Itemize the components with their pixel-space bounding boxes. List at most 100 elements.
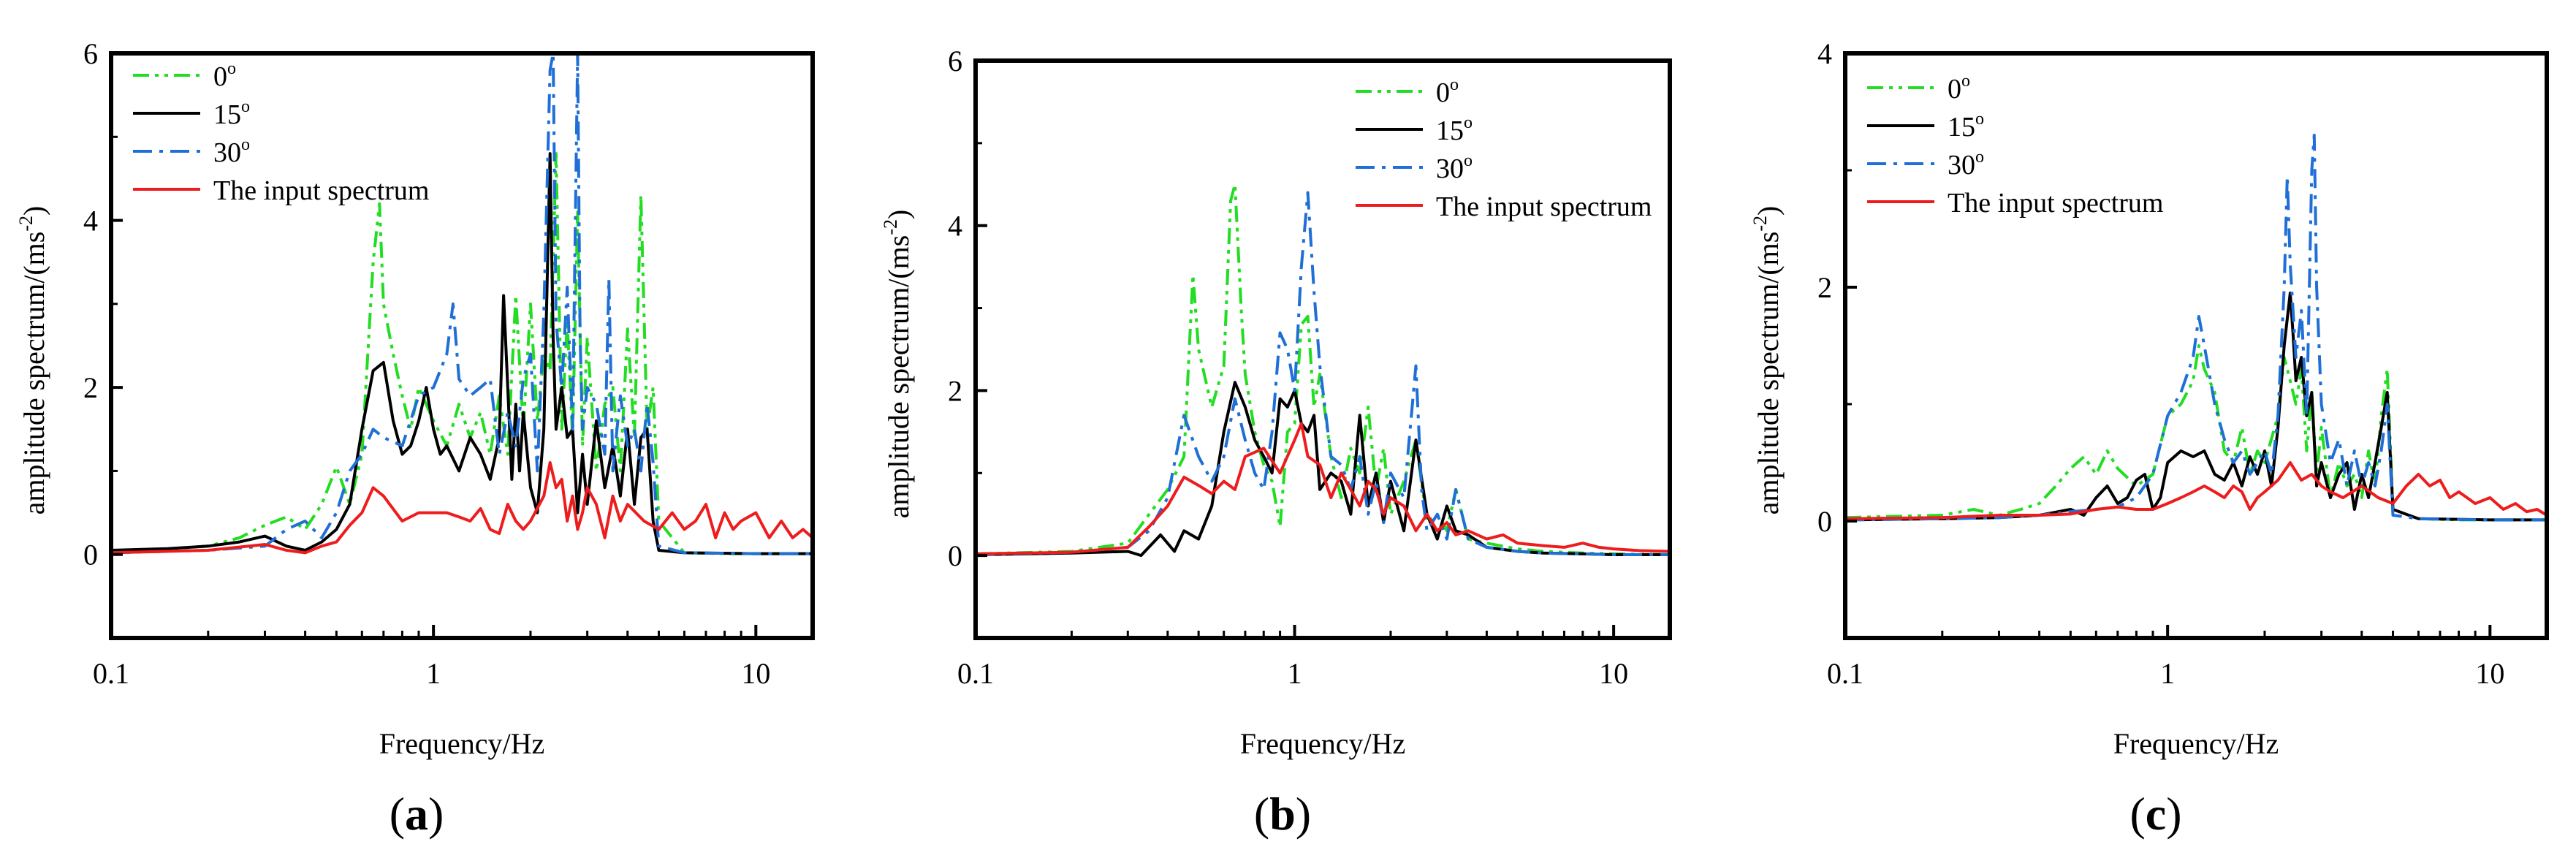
legend-label-text: 15 (1436, 115, 1464, 146)
legend-label-1: 0o (1948, 72, 1970, 105)
y-tick-label: 4 (83, 205, 98, 238)
panel-label-open: ( (390, 788, 405, 840)
legend-label-2: 15o (213, 97, 250, 130)
y-axis-title: amplitude spectrum/(ms-2) (880, 210, 915, 519)
legend-label-sup: o (1464, 113, 1473, 132)
y-tick-label: 0 (83, 539, 98, 571)
y-axis-title-close: ) (882, 210, 915, 219)
series-line-4 (976, 422, 1670, 555)
series-line-2 (1845, 292, 2547, 522)
series-line-4 (1845, 461, 2547, 520)
legend-label-sup: o (1464, 151, 1473, 170)
x-tick-label: 10 (2475, 657, 2504, 690)
y-tick-label: 2 (1817, 271, 1832, 304)
y-axis-title-close: ) (1752, 206, 1785, 216)
series-line-1 (111, 152, 813, 555)
legend-label-4: The input spectrum (1436, 191, 1652, 222)
panel-label-open: ( (1254, 788, 1269, 840)
series-line-3 (1845, 134, 2547, 522)
y-axis-title-main: amplitude spectrum/(ms (882, 235, 915, 519)
y-axis-title: amplitude spectrum/(ms-2) (1749, 206, 1785, 515)
x-tick-label: 10 (741, 657, 770, 690)
legend-label-4: The input spectrum (1948, 188, 2163, 219)
y-axis-title-main: amplitude spectrum/(ms (1752, 232, 1785, 515)
legend-label-sup: o (227, 59, 236, 78)
legend-label-3: 30o (1436, 151, 1473, 184)
chart-panel-c: 0 2 4 0.1 1 10 Frequency/Hz amplitude spectrum/… (1749, 37, 2549, 840)
y-tick-label: 2 (83, 371, 98, 404)
y-axis-title: amplitude spectrum/(ms-2) (15, 206, 50, 515)
y-axis-title-main: amplitude spectrum/(ms (18, 232, 50, 515)
x-tick-label: 1 (1288, 657, 1302, 690)
legend-label-sup: o (1961, 72, 1970, 91)
series-group (111, 53, 813, 555)
plot-frame (973, 58, 1672, 640)
legend-label-1: 0o (1436, 75, 1459, 108)
plot-frame (109, 51, 815, 640)
legend-label-text: The input spectrum (213, 175, 429, 206)
y-tick-label: 6 (83, 37, 98, 70)
panel-label-b: (b) (1254, 788, 1311, 840)
series-line-3 (976, 191, 1670, 556)
x-tick-label: 0.1 (1827, 657, 1863, 690)
legend-label-text: The input spectrum (1436, 191, 1652, 222)
chart-panel-a: 0 2 4 6 0.1 1 10 Frequency/Hz amplitude spectrum… (15, 37, 815, 840)
legend-label-sup: o (1975, 110, 1984, 129)
panel-label-c: (c) (2129, 788, 2181, 840)
x-tick-label: 1 (426, 657, 441, 690)
legend-label-1: 0o (213, 59, 236, 92)
legend-label-2: 15o (1436, 113, 1473, 146)
chart-panel-b: 0 2 4 6 0.1 1 10 Frequency/Hz amplitude spectrum… (880, 45, 1672, 840)
plot-frame (1843, 51, 2549, 640)
series-line-1 (976, 183, 1670, 556)
y-axis-title-sup: -2 (1749, 216, 1771, 232)
panel-label-letter: c (2146, 788, 2166, 840)
y-axis-title-close: ) (18, 206, 50, 216)
legend-label-sup: o (241, 97, 250, 116)
panel-label-letter: a (405, 788, 428, 840)
x-axis-title: Frequency/Hz (379, 727, 545, 760)
legend-label-2: 15o (1948, 110, 1984, 143)
legend-label-text: 15 (1948, 112, 1975, 143)
y-tick-label: 0 (1817, 505, 1832, 538)
legend-label-3: 30o (213, 135, 250, 168)
legend-label-text: 30 (1948, 150, 1975, 181)
series-group (1845, 134, 2547, 522)
y-axis-title-sup: -2 (15, 216, 37, 232)
x-tick-label: 0.1 (957, 657, 994, 690)
y-tick-label: 6 (948, 45, 962, 77)
legend-label-4: The input spectrum (213, 175, 429, 206)
panel-label-letter: b (1269, 788, 1296, 840)
panel-label-open: ( (2129, 788, 2145, 840)
series-line-1 (1845, 344, 2547, 522)
legend-label-text: 15 (213, 99, 241, 130)
series-line-4 (111, 461, 813, 555)
panel-label-close: ) (1296, 788, 1311, 840)
legend-label-text: 30 (1436, 153, 1464, 184)
x-axis-title: Frequency/Hz (1240, 727, 1406, 760)
series-line-2 (976, 381, 1670, 558)
series-group (976, 183, 1670, 558)
y-tick-label: 2 (948, 374, 962, 407)
legend-label-sup: o (241, 135, 250, 154)
y-tick-label: 4 (948, 210, 962, 243)
x-axis-title: Frequency/Hz (2113, 727, 2279, 760)
x-tick-label: 10 (1599, 657, 1628, 690)
series-line-3 (111, 53, 813, 555)
panel-label-a: (a) (390, 788, 444, 840)
y-tick-label: 0 (948, 539, 962, 572)
panel-label-close: ) (428, 788, 444, 840)
legend-label-text: The input spectrum (1948, 188, 2163, 219)
legend-label-sup: o (1975, 148, 1984, 167)
series-line-2 (111, 152, 813, 555)
legend-label-sup: o (1450, 75, 1459, 94)
legend-label-text: 30 (213, 137, 241, 168)
y-tick-label: 4 (1817, 37, 1832, 70)
x-tick-label: 0.1 (93, 657, 129, 690)
x-tick-label: 1 (2160, 657, 2175, 690)
legend-label-3: 30o (1948, 148, 1984, 181)
legend-label-text: 0 (213, 61, 227, 92)
legend-label-text: 0 (1436, 77, 1450, 108)
panel-label-close: ) (2166, 788, 2181, 840)
